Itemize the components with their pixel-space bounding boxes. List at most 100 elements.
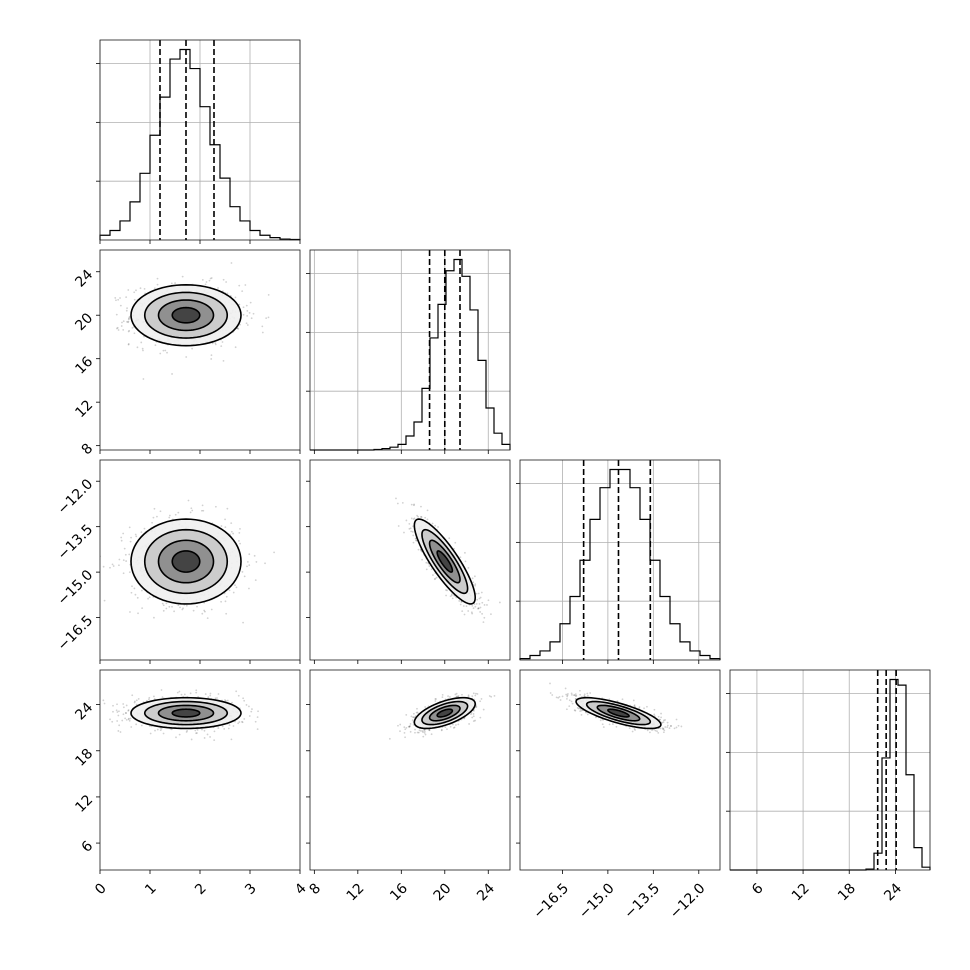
sample-point	[133, 291, 136, 294]
sample-point	[248, 311, 251, 314]
axes-frame	[519, 459, 721, 661]
sample-point	[109, 718, 111, 721]
sample-point	[209, 694, 212, 697]
sample-point	[202, 509, 205, 512]
sample-point	[210, 608, 213, 611]
sample-point	[146, 699, 148, 702]
sample-point	[220, 345, 223, 348]
sample-point	[153, 695, 155, 698]
sample-point	[224, 600, 227, 603]
sample-point	[148, 696, 151, 699]
sample-point	[638, 706, 641, 708]
sample-point	[486, 604, 488, 606]
histogram-3	[730, 678, 931, 871]
sample-point	[234, 720, 236, 723]
sample-point	[405, 726, 408, 729]
sample-point	[424, 733, 427, 736]
sample-point	[440, 729, 443, 732]
sample-point	[412, 525, 414, 528]
histogram-1	[310, 258, 511, 451]
sample-point	[412, 716, 414, 719]
sample-point	[580, 713, 583, 716]
sample-point	[241, 720, 243, 723]
sample-point	[498, 601, 501, 604]
contour-line	[157, 539, 215, 584]
sample-point	[217, 287, 219, 289]
sample-point	[228, 724, 231, 726]
sample-point	[171, 605, 173, 608]
sample-point	[130, 591, 133, 594]
sample-point	[217, 693, 220, 695]
sample-point	[412, 712, 415, 715]
panel-content	[114, 262, 270, 380]
sample-point	[388, 737, 391, 740]
sample-point	[135, 289, 137, 292]
sample-point	[250, 710, 253, 713]
sample-point	[414, 537, 417, 540]
sample-point	[661, 727, 664, 730]
sample-point	[118, 724, 121, 727]
sample-point	[273, 551, 275, 554]
sample-point	[181, 275, 184, 278]
sample-point	[156, 283, 159, 286]
axes-frame	[99, 249, 301, 451]
sample-point	[473, 575, 476, 578]
sample-point	[122, 532, 125, 535]
sample-point	[574, 709, 577, 712]
sample-point	[228, 589, 231, 592]
sample-point	[127, 343, 130, 345]
sample-point	[214, 343, 217, 346]
sample-point	[181, 608, 184, 611]
sample-point	[446, 589, 448, 592]
sample-point	[156, 515, 158, 518]
contour-line	[157, 704, 215, 722]
sample-point	[129, 540, 132, 543]
sample-point	[136, 346, 139, 349]
sample-point	[207, 696, 210, 698]
sample-point	[127, 320, 130, 323]
axes-frame	[729, 669, 931, 871]
sample-point	[125, 712, 127, 715]
panel-content	[100, 499, 275, 624]
sample-point	[669, 725, 672, 727]
sample-point	[164, 349, 167, 352]
sample-point	[242, 621, 244, 624]
hist-panel-0	[96, 39, 301, 241]
sample-point	[434, 698, 437, 700]
sample-point	[411, 719, 414, 722]
sample-point	[410, 715, 413, 718]
sample-point	[237, 722, 240, 725]
sample-point	[133, 332, 136, 335]
sample-point	[173, 610, 176, 613]
sample-point	[261, 325, 264, 328]
sample-point	[165, 602, 168, 605]
sample-point	[415, 539, 417, 542]
sample-point	[480, 698, 483, 700]
sample-point	[135, 535, 138, 538]
sample-point	[409, 723, 412, 725]
sample-point	[117, 714, 120, 717]
sample-point	[248, 705, 250, 708]
sample-point	[476, 693, 479, 695]
contour-line	[171, 550, 201, 573]
sample-point	[246, 560, 249, 563]
contour-line	[171, 708, 201, 718]
sample-point	[241, 721, 244, 724]
sample-point	[456, 695, 458, 698]
sample-point	[238, 303, 241, 306]
sample-point	[453, 726, 456, 729]
sample-point	[459, 556, 462, 559]
sample-point	[201, 504, 204, 507]
sample-point	[187, 499, 190, 502]
sample-point	[128, 329, 131, 332]
sample-point	[418, 729, 421, 732]
sample-point	[109, 566, 111, 569]
sample-point	[395, 497, 397, 500]
sample-point	[162, 609, 165, 612]
sample-point	[200, 509, 203, 512]
sample-point	[147, 597, 149, 600]
histogram-2	[519, 468, 721, 660]
contour-line	[413, 518, 477, 605]
sample-point	[477, 592, 480, 595]
sample-point	[245, 322, 248, 325]
